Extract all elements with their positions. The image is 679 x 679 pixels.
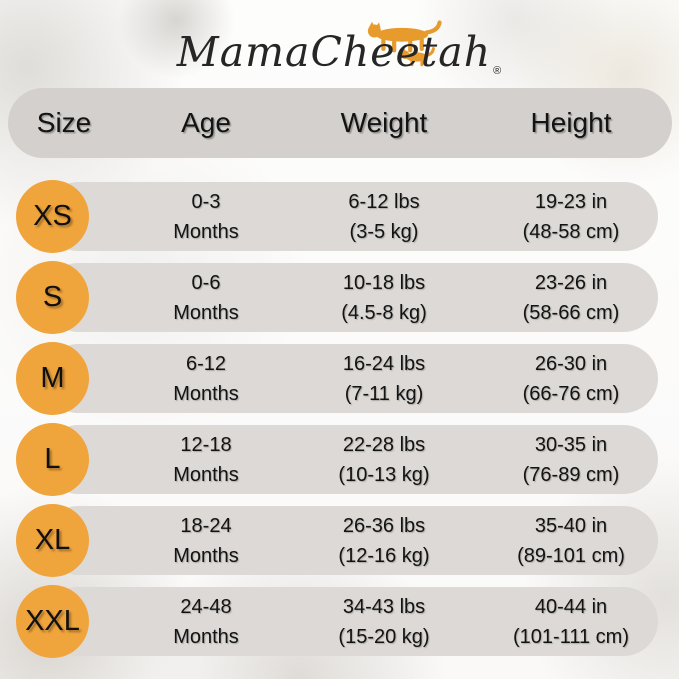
size-badge: XS xyxy=(16,180,89,253)
age-range: 0-3 xyxy=(191,190,221,213)
weight-cell: 34-43 lbs (15-20 kg) xyxy=(300,587,468,656)
age-unit: Months xyxy=(173,625,239,648)
weight-lbs: 26-36 lbs xyxy=(342,514,426,537)
weight-kg: (4.5-8 kg) xyxy=(341,301,427,324)
age-unit: Months xyxy=(173,463,239,486)
age-unit: Months xyxy=(173,220,239,243)
age-cell: 12-18 Months xyxy=(112,425,300,494)
age-unit: Months xyxy=(173,301,239,324)
registered-trademark: ® xyxy=(493,65,503,77)
weight-lbs: 16-24 lbs xyxy=(342,352,426,375)
weight-kg: (7-11 kg) xyxy=(344,382,424,405)
row-pill xyxy=(44,344,658,413)
table-row-xs: XS 0-3 Months 6-12 lbs (3-5 kg) 19-23 in (4… xyxy=(0,180,679,253)
age-cell: 24-48 Months xyxy=(112,587,300,656)
age-cell: 0-6 Months xyxy=(112,263,300,332)
age-cell: 6-12 Months xyxy=(112,344,300,413)
size-badge-label: M xyxy=(40,362,65,394)
brand-name: MamaCheetah ® xyxy=(177,28,503,77)
row-pill xyxy=(44,425,658,494)
weight-cell: 22-28 lbs (10-13 kg) xyxy=(300,425,468,494)
size-badge: L xyxy=(16,423,89,496)
table-row-l: L 12-18 Months 22-28 lbs (10-13 kg) 30-35 … xyxy=(0,423,679,496)
size-badge-label: S xyxy=(42,281,63,313)
age-range: 0-6 xyxy=(191,271,221,294)
age-range: 12-18 xyxy=(180,433,232,456)
age-unit: Months xyxy=(173,544,239,567)
height-in: 26-30 in xyxy=(534,352,608,375)
table-header-pill xyxy=(8,88,672,158)
size-badge-label: L xyxy=(44,443,61,475)
mama-cheetah-icon xyxy=(367,20,442,67)
age-cell: 18-24 Months xyxy=(112,506,300,575)
brand-logo: MamaCheetah ® xyxy=(0,10,679,88)
table-row-m: M 6-12 Months 16-24 lbs (7-11 kg) 26-30 in… xyxy=(0,342,679,415)
size-badge-label: XS xyxy=(33,200,72,232)
height-in: 30-35 in xyxy=(534,433,608,456)
age-unit: Months xyxy=(173,382,239,405)
height-cm: (58-66 cm) xyxy=(522,301,620,324)
row-pill xyxy=(44,263,658,332)
header-height: Height xyxy=(530,107,612,138)
brand-name-text: MamaCheetah xyxy=(176,28,492,76)
height-cell: 30-35 in (76-89 cm) xyxy=(470,425,672,494)
size-badge-label: XL xyxy=(34,524,71,556)
header-weight: Weight xyxy=(340,107,428,138)
height-cell: 35-40 in (89-101 cm) xyxy=(470,506,672,575)
header-size: Size xyxy=(36,107,92,138)
weight-kg: (10-13 kg) xyxy=(338,463,430,486)
size-badge-label: XXL xyxy=(25,605,80,637)
weight-lbs: 6-12 lbs xyxy=(348,190,420,213)
weight-cell: 16-24 lbs (7-11 kg) xyxy=(300,344,468,413)
age-range: 24-48 xyxy=(180,595,232,618)
height-cm: (66-76 cm) xyxy=(522,382,620,405)
weight-kg: (15-20 kg) xyxy=(338,625,430,648)
weight-cell: 6-12 lbs (3-5 kg) xyxy=(300,182,468,251)
height-cell: 19-23 in (48-58 cm) xyxy=(470,182,672,251)
height-in: 23-26 in xyxy=(534,271,608,294)
height-cm: (101-111 cm) xyxy=(513,625,629,648)
size-badge: XXL xyxy=(16,585,89,658)
height-cm: (76-89 cm) xyxy=(522,463,620,486)
height-cm: (89-101 cm) xyxy=(517,544,625,567)
height-cell: 40-44 in (101-111 cm) xyxy=(470,587,672,656)
weight-lbs: 34-43 lbs xyxy=(342,595,426,618)
size-badge: XL xyxy=(16,504,89,577)
age-range: 18-24 xyxy=(180,514,232,537)
age-range: 6-12 xyxy=(185,352,227,375)
table-row-s: S 0-6 Months 10-18 lbs (4.5-8 kg) 23-26 in… xyxy=(0,261,679,334)
weight-cell: 26-36 lbs (12-16 kg) xyxy=(300,506,468,575)
weight-lbs: 22-28 lbs xyxy=(342,433,426,456)
height-in: 35-40 in xyxy=(534,514,608,537)
weight-kg: (3-5 kg) xyxy=(349,220,419,243)
weight-kg: (12-16 kg) xyxy=(338,544,430,567)
weight-lbs: 10-18 lbs xyxy=(342,271,426,294)
size-badge: S xyxy=(16,261,89,334)
row-pill xyxy=(44,506,658,575)
height-cell: 23-26 in (58-66 cm) xyxy=(470,263,672,332)
age-cell: 0-3 Months xyxy=(112,182,300,251)
height-cell: 26-30 in (66-76 cm) xyxy=(470,344,672,413)
height-in: 19-23 in xyxy=(534,190,608,213)
row-pill xyxy=(44,182,658,251)
table-row-xxl: XXL 24-48 Months 34-43 lbs (15-20 kg) 40-4… xyxy=(0,585,679,658)
height-in: 40-44 in xyxy=(534,595,608,618)
row-pill xyxy=(44,587,658,656)
weight-cell: 10-18 lbs (4.5-8 kg) xyxy=(300,263,468,332)
table-row-xl: XL 18-24 Months 26-36 lbs (12-16 kg) 35-40… xyxy=(0,504,679,577)
size-badge: M xyxy=(16,342,89,415)
height-cm: (48-58 cm) xyxy=(522,220,620,243)
header-age: Age xyxy=(181,107,231,138)
